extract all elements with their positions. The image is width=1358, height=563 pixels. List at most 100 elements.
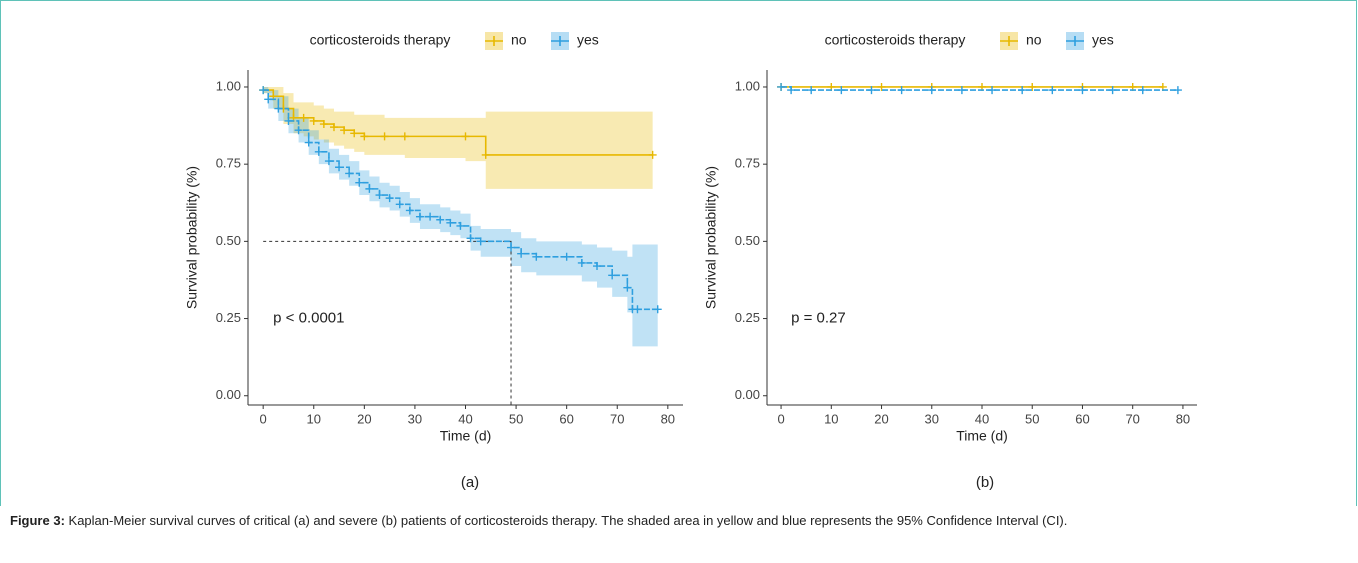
ci-band xyxy=(263,86,658,347)
legend-title: corticosteroids therapy xyxy=(825,32,966,48)
censor-mark xyxy=(461,132,470,141)
x-tick-label: 10 xyxy=(307,411,321,426)
censor-mark xyxy=(633,305,642,314)
x-tick-label: 70 xyxy=(1125,411,1139,426)
censor-mark xyxy=(345,169,354,178)
x-axis-title: Time (d) xyxy=(956,428,1008,444)
x-tick-label: 60 xyxy=(1075,411,1089,426)
censor-mark xyxy=(1028,82,1037,91)
annotation: p = 0.27 xyxy=(791,310,846,327)
censor-mark xyxy=(405,206,414,215)
censor-mark xyxy=(329,123,338,132)
censor-mark xyxy=(1138,86,1147,95)
figure: 0.00 0.25 0.50 0.75 1.00 0 10 20 30 40 50 60 70 80 Tim… xyxy=(184,32,1197,491)
censor-mark xyxy=(365,184,374,193)
censor-mark xyxy=(787,86,796,95)
censor-mark xyxy=(274,104,283,113)
ci-band xyxy=(263,86,653,189)
legend-title: corticosteroids therapy xyxy=(310,32,451,48)
y-tick-label: 0.25 xyxy=(735,310,760,325)
annotation: p < 0.0001 xyxy=(273,310,344,327)
censor-mark xyxy=(284,116,293,125)
y-tick-label: 0.50 xyxy=(216,233,241,248)
censor-mark xyxy=(1108,86,1117,95)
censor-mark xyxy=(304,138,313,147)
y-tick-label: 0.00 xyxy=(216,387,241,402)
x-tick-label: 70 xyxy=(610,411,624,426)
censor-mark xyxy=(395,200,404,209)
censor-mark xyxy=(1173,86,1182,95)
censor-mark xyxy=(623,283,632,292)
censor-mark xyxy=(648,150,657,159)
censor-mark xyxy=(532,252,541,261)
censor-mark xyxy=(400,132,409,141)
censor-mark xyxy=(350,129,359,138)
censor-mark xyxy=(319,120,328,129)
legend-key-line xyxy=(1066,36,1084,46)
censor-mark xyxy=(1078,86,1087,95)
censor-mark xyxy=(1018,86,1027,95)
y-axis-title: Survival probability (%) xyxy=(184,166,200,309)
censor-mark xyxy=(426,212,435,221)
x-tick-label: 50 xyxy=(1025,411,1039,426)
x-tick-label: 30 xyxy=(925,411,939,426)
censor-mark xyxy=(309,116,318,125)
x-tick-label: 20 xyxy=(357,411,371,426)
caption-text: Kaplan-Meier survival curves of critical… xyxy=(68,513,1068,528)
censor-mark xyxy=(335,163,344,172)
y-tick-label: 0.50 xyxy=(735,233,760,248)
censor-mark xyxy=(897,86,906,95)
x-tick-label: 50 xyxy=(509,411,523,426)
subtitle: (a) xyxy=(461,474,479,491)
censor-mark xyxy=(264,95,273,104)
censor-mark xyxy=(867,86,876,95)
legend-label: no xyxy=(511,32,527,48)
y-tick-label: 0.00 xyxy=(735,387,760,402)
legend-label: yes xyxy=(1092,32,1114,48)
censor-mark xyxy=(375,191,384,200)
y-tick-label: 0.25 xyxy=(216,310,241,325)
censor-mark xyxy=(456,221,465,230)
censor-mark xyxy=(466,234,475,243)
legend-label: no xyxy=(1026,32,1042,48)
censor-mark xyxy=(314,147,323,156)
x-tick-label: 30 xyxy=(408,411,422,426)
x-tick-label: 80 xyxy=(1176,411,1190,426)
censor-mark xyxy=(507,243,516,252)
censor-mark xyxy=(1048,86,1057,95)
survival-curve xyxy=(781,86,1178,91)
censor-mark xyxy=(927,86,936,95)
censor-mark xyxy=(481,150,490,159)
censor-mark xyxy=(355,178,364,187)
x-tick-label: 0 xyxy=(260,411,267,426)
x-tick-label: 20 xyxy=(874,411,888,426)
censor-mark xyxy=(380,132,389,141)
censor-mark xyxy=(415,212,424,221)
frame xyxy=(0,0,1357,506)
censor-mark xyxy=(777,82,786,91)
legend-key-line xyxy=(1000,36,1018,46)
y-tick-label: 0.75 xyxy=(735,156,760,171)
x-tick-label: 40 xyxy=(975,411,989,426)
censor-mark xyxy=(877,82,886,91)
legend-key-line xyxy=(485,36,503,46)
x-tick-label: 40 xyxy=(458,411,472,426)
censor-mark xyxy=(259,86,268,95)
censor-mark xyxy=(340,126,349,135)
censor-mark xyxy=(360,132,369,141)
censor-mark xyxy=(653,305,662,314)
censor-mark xyxy=(446,218,455,227)
x-tick-label: 10 xyxy=(824,411,838,426)
y-axis-title: Survival probability (%) xyxy=(703,166,719,309)
legend-label: yes xyxy=(577,32,599,48)
y-tick-label: 1.00 xyxy=(735,78,760,93)
censor-mark xyxy=(608,271,617,280)
censor-mark xyxy=(294,126,303,135)
censor-mark xyxy=(562,252,571,261)
censor-mark xyxy=(476,237,485,246)
y-tick-label: 0.75 xyxy=(216,156,241,171)
x-tick-label: 0 xyxy=(777,411,784,426)
y-tick-label: 1.00 xyxy=(216,78,241,93)
caption-label: Figure 3: xyxy=(10,513,65,528)
